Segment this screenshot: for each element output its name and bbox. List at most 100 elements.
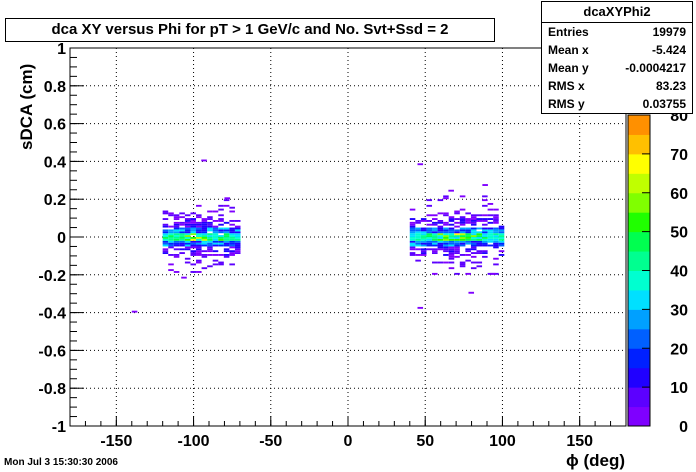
heatmap-cell: [482, 214, 488, 217]
heatmap-cell: [459, 219, 466, 222]
heatmap-cell: [162, 231, 169, 234]
heatmap-cell: [190, 237, 197, 239]
heatmap-cell: [190, 271, 197, 273]
heatmap-cell: [179, 244, 185, 247]
heatmap-cell: [201, 237, 208, 239]
heatmap-cell: [184, 221, 191, 224]
heatmap-cell: [218, 242, 224, 245]
heatmap-cell: [409, 223, 416, 226]
heatmap-cell: [234, 240, 241, 243]
heatmap-cell: [420, 227, 427, 230]
heatmap-cell: [493, 237, 499, 239]
heatmap-cell: [162, 210, 169, 213]
heatmap-cell: [448, 242, 455, 245]
heatmap-cell: [476, 238, 483, 241]
heatmap-cell: [196, 259, 202, 262]
heatmap-cell: [465, 237, 471, 239]
heatmap-cell: [487, 238, 494, 241]
axes: -150 -100 -50 0 50 100 150 -1 -0.8 -0.6 -0.4 -0.2 0 0…: [38, 41, 612, 450]
heatmap-cell: [409, 229, 416, 232]
heatmap-cell: [420, 218, 427, 220]
heatmap-cell: [426, 214, 433, 217]
heatmap-cell: [465, 233, 471, 236]
heatmap-cell: [476, 231, 483, 234]
heatmap-cell: [476, 261, 483, 264]
heatmap-cell: [437, 246, 444, 249]
heatmap-cell: [212, 263, 219, 266]
heatmap-cell: [487, 231, 494, 234]
heatmap-cell-outlier: [224, 197, 231, 200]
stat-label: RMS x: [548, 79, 585, 93]
heatmap-cell: [184, 237, 191, 239]
heatmap-cell: [448, 237, 455, 239]
stat-value: 19979: [652, 25, 686, 39]
heatmap-cell: [218, 218, 224, 220]
heatmap-cell: [229, 242, 235, 245]
heatmap-cell: [168, 214, 174, 217]
heatmap-cell: [432, 240, 438, 243]
heatmap-cell: [415, 221, 421, 224]
heatmap-cell: [168, 246, 174, 249]
heatmap-cell: [443, 240, 449, 243]
heatmap-cell: [234, 231, 241, 234]
colorbar-segment: [628, 115, 650, 135]
heatmap-cell: [229, 240, 235, 243]
heatmap-cell: [229, 244, 235, 247]
heatmap-cell: [482, 235, 488, 237]
heatmap-cell: [168, 231, 174, 234]
heatmap-cell: [448, 267, 455, 270]
heatmap-cell: [493, 208, 499, 211]
heatmap-cell: [168, 240, 174, 243]
stat-label: Entries: [548, 25, 589, 39]
heatmap-cell: [426, 244, 433, 247]
heatmap-cell: [201, 242, 208, 245]
heatmap-cell: [470, 223, 477, 226]
heatmap-cell: [415, 238, 421, 241]
heatmap-cell: [448, 240, 455, 243]
heatmap-cell: [459, 223, 466, 226]
heatmap-cell: [184, 219, 191, 222]
heatmap-cell: [426, 223, 433, 226]
heatmap-cell: [432, 218, 438, 220]
heatmap-cell: [409, 254, 416, 256]
heatmap-cell: [196, 229, 202, 232]
heatmap-cell: [493, 231, 499, 234]
heatmap-cell: [459, 238, 466, 241]
heatmap-cell: [487, 227, 494, 230]
colorbar-segment: [628, 328, 650, 349]
heatmap-cell: [437, 212, 444, 215]
heatmap-cell: [229, 235, 235, 237]
heatmap-cell: [448, 246, 455, 249]
heatmap-cell: [218, 231, 224, 234]
heatmap-cell: [207, 218, 213, 220]
colorbar-tick-label: 10: [670, 380, 688, 397]
heatmap-cell: [162, 238, 169, 241]
heatmap-cell: [437, 235, 444, 237]
heatmap-cell: [218, 204, 224, 207]
heatmap-cell: [426, 237, 433, 239]
heatmap-cell: [201, 254, 208, 256]
heatmap-cell: [223, 221, 230, 224]
heatmap-cell: [207, 233, 213, 236]
heatmap-cell: [454, 246, 460, 249]
heatmap-cell: [493, 214, 499, 217]
heatmap-cell: [207, 216, 213, 219]
heatmap-cell: [459, 265, 466, 268]
colorbar-tick-label: 60: [670, 186, 688, 203]
heatmap-cell: [487, 244, 494, 247]
heatmap-cell: [196, 204, 202, 207]
heatmap-cell: [498, 229, 505, 232]
heatmap-cell: [437, 261, 444, 264]
heatmap-cell: [432, 231, 438, 234]
heatmap-cell: [184, 223, 191, 226]
heatmap-cell: [196, 227, 202, 230]
heatmap-cell: [212, 254, 219, 256]
heatmap-cell: [223, 237, 230, 239]
heatmap-cell: [173, 225, 180, 228]
heatmap-cell: [207, 242, 213, 245]
heatmap-cell: [184, 225, 191, 228]
heatmap-cell: [498, 244, 505, 247]
heatmap-cell: [409, 246, 416, 249]
heatmap-cell: [415, 233, 421, 236]
heatmap-cell: [498, 250, 505, 253]
